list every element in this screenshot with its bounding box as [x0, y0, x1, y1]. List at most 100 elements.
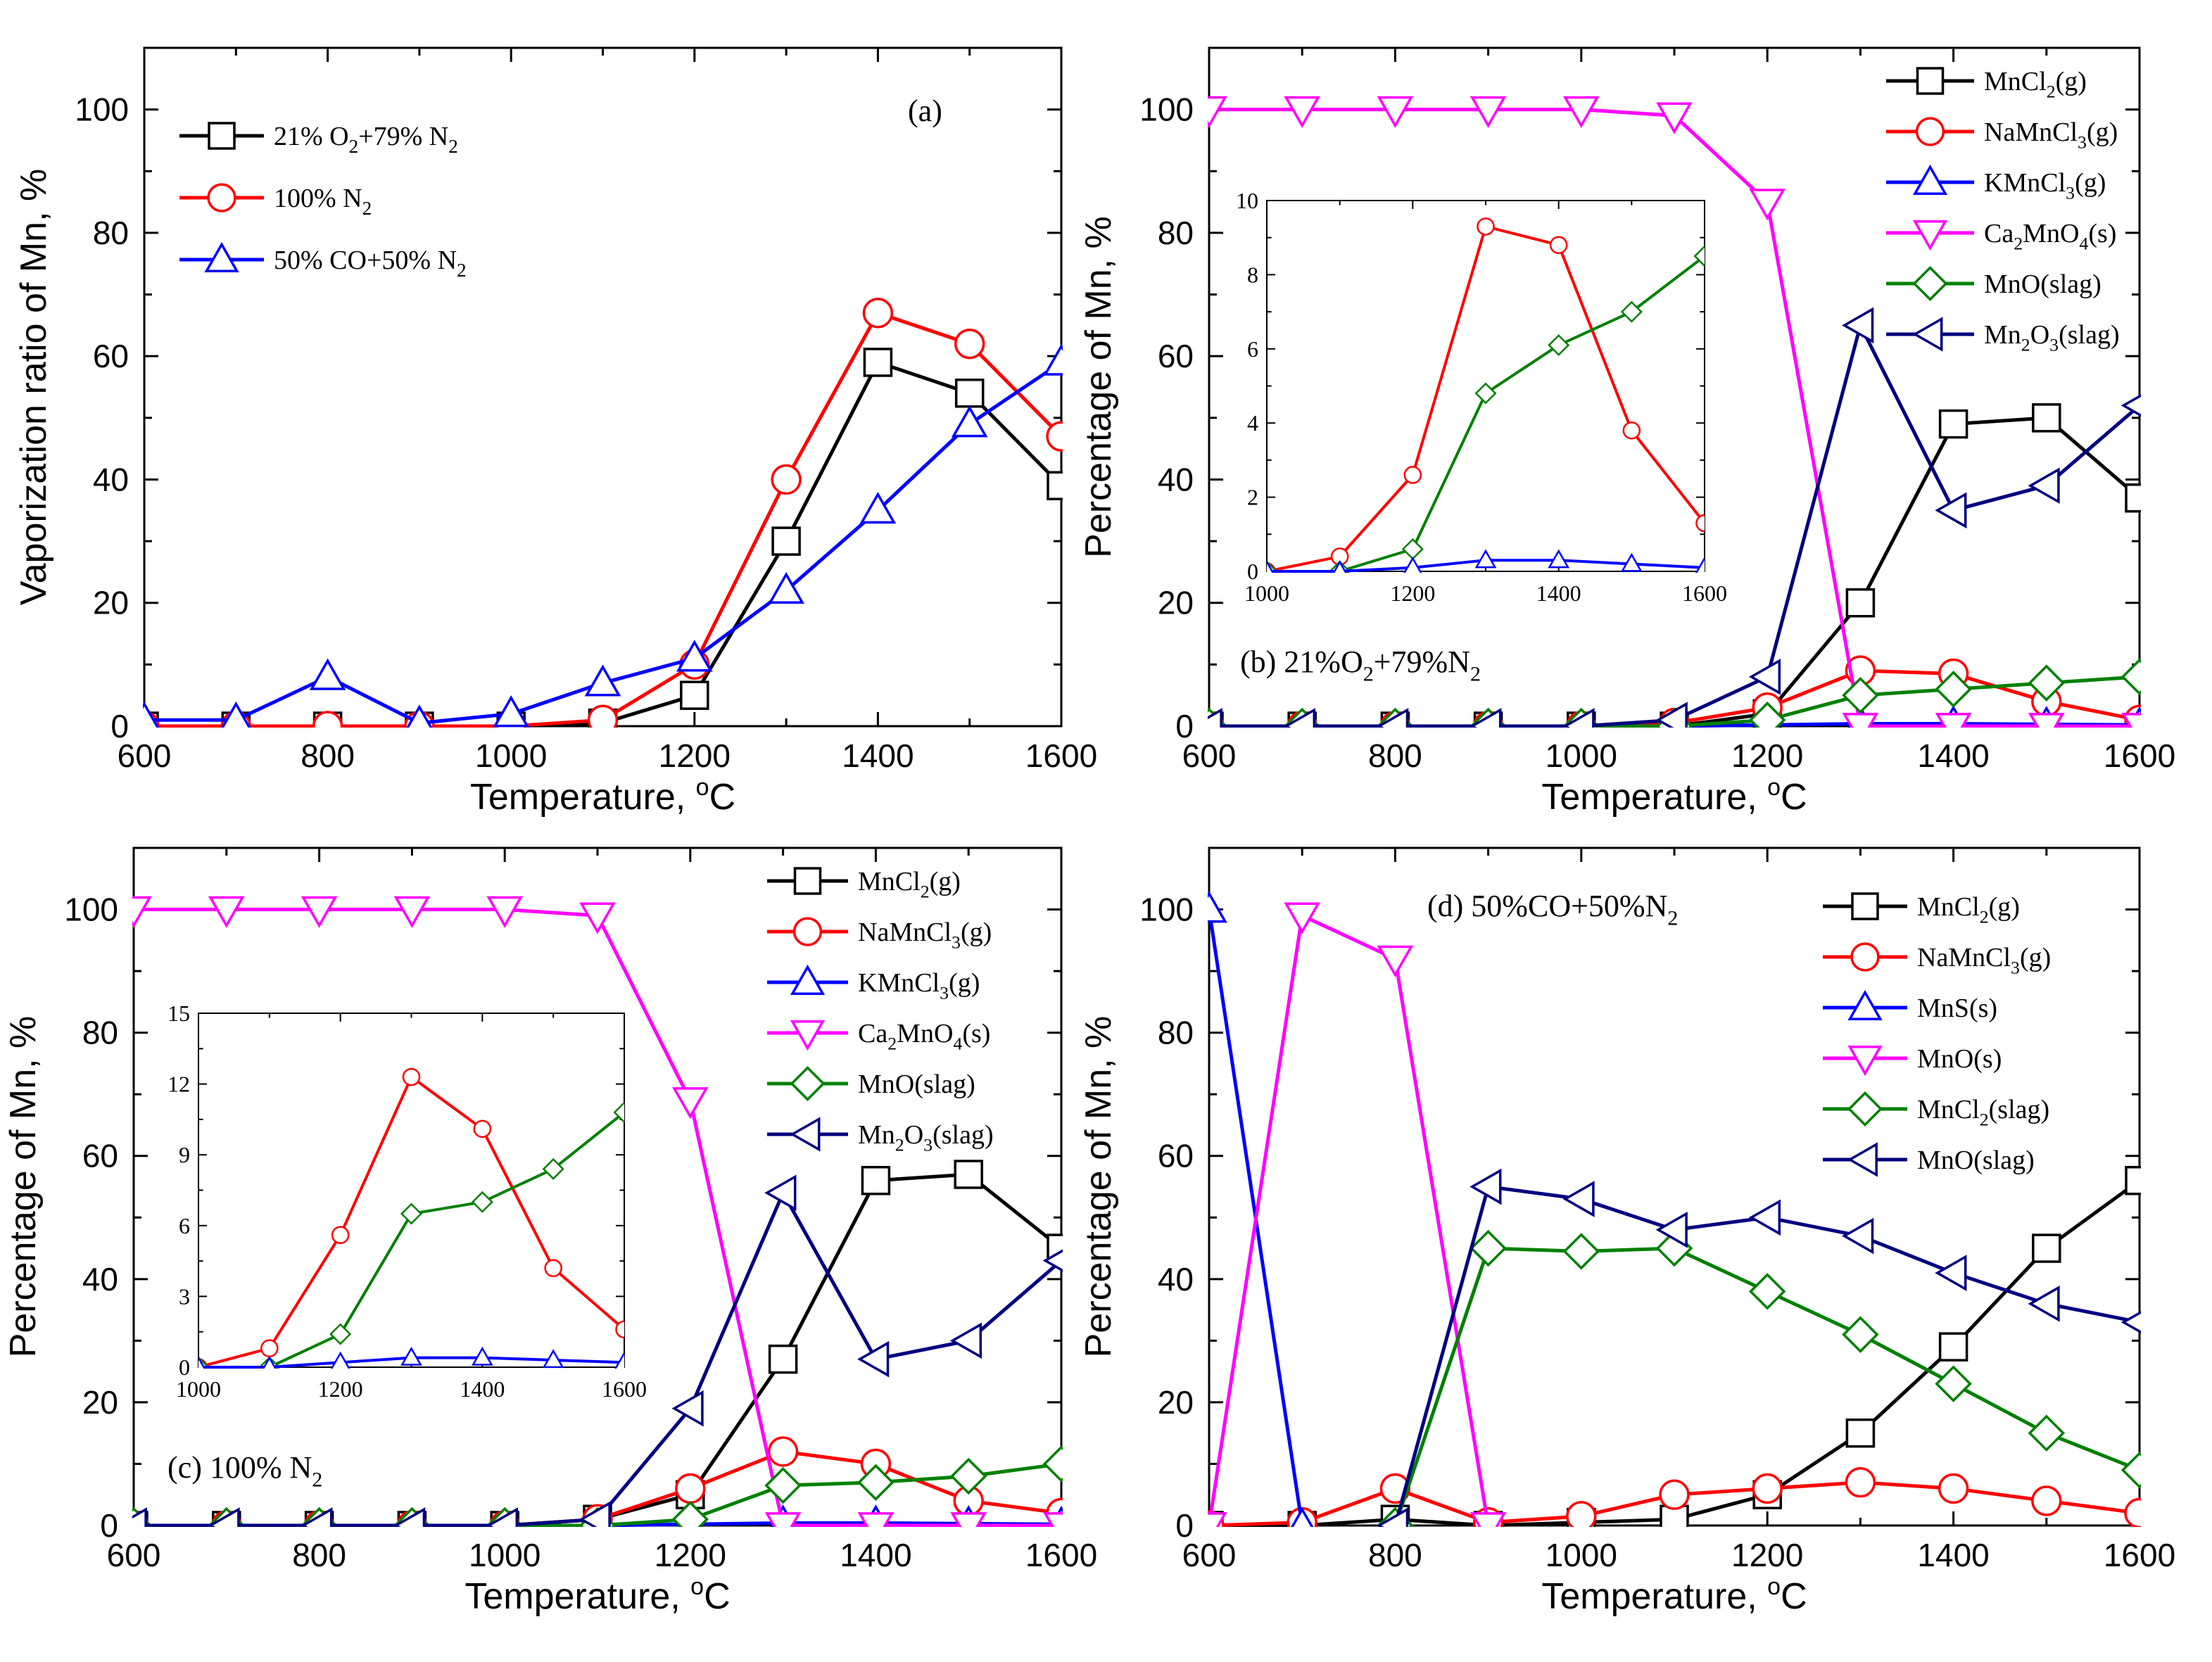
data-point — [1748, 702, 1786, 728]
data-point — [132, 1507, 147, 1527]
axis-d-xtick-label: 600 — [1182, 1537, 1237, 1573]
axis-c-xtick-label: 1200 — [655, 1537, 726, 1573]
data-point — [949, 1457, 987, 1495]
chart-panel-d: 600 800 1000 1200 1400 1600 0 20 40 60 80 100 Temper… — [1078, 846, 2175, 1617]
data-point — [2121, 394, 2141, 417]
axis-d-xtick-label: 1600 — [2104, 1537, 2175, 1573]
legend-marker — [790, 1117, 821, 1152]
data-point — [2028, 664, 2066, 702]
data-point — [486, 1507, 519, 1527]
legend-marker — [208, 122, 236, 150]
inset-axis-xtick-label: 1200 — [318, 1376, 363, 1402]
axis-a-ytick-label: 100 — [75, 91, 129, 128]
data-point — [1267, 560, 1275, 573]
legend-label: MnO(slag) — [1984, 269, 2102, 299]
data-point — [1470, 1168, 1502, 1205]
axis-a-ytick-label: 80 — [93, 215, 129, 251]
data-point — [473, 1119, 492, 1138]
data-point — [613, 1101, 624, 1124]
data-point — [393, 1507, 426, 1527]
data-point — [1842, 676, 1879, 714]
axis-c-ytick-label: 0 — [100, 1507, 118, 1544]
data-point — [1566, 1501, 1597, 1527]
x-axis-title: Temperature, oC — [464, 1573, 730, 1617]
data-point — [262, 1356, 277, 1369]
legend-item: 50% CO+50% N2 — [179, 241, 467, 281]
legend-marker — [1850, 942, 1880, 972]
data-point — [857, 1464, 895, 1501]
data-point — [1042, 1445, 1063, 1483]
data-point — [949, 1322, 982, 1359]
inset-axis-ytick-label: 10 — [1236, 188, 1258, 213]
data-point — [671, 1501, 709, 1527]
data-point — [260, 1339, 279, 1357]
y-axis-title: Percentage of Mn, % — [1078, 1016, 1119, 1358]
data-point — [771, 526, 801, 556]
series-mn2o3-slag- — [1208, 307, 2141, 728]
data-point — [1748, 1273, 1786, 1310]
data-point — [768, 571, 804, 604]
legend-marker — [1912, 220, 1948, 251]
legend-item: Mn2O3(slag) — [767, 1117, 994, 1155]
data-point — [1548, 334, 1570, 357]
data-point — [2032, 1233, 2061, 1263]
data-point — [493, 695, 530, 728]
axis-c-xtick-label: 800 — [292, 1537, 346, 1573]
data-point — [615, 1320, 624, 1339]
axis-b-xtick-label: 1600 — [2104, 737, 2175, 774]
data-point — [2124, 1497, 2141, 1527]
data-point — [312, 711, 343, 728]
legend-marker — [204, 241, 239, 272]
data-point — [1935, 1255, 1967, 1291]
data-point — [671, 1390, 704, 1427]
data-point — [1208, 96, 1227, 128]
data-point — [579, 1501, 611, 1527]
axis-c-xtick-label: 1600 — [1025, 1537, 1097, 1573]
series-kmncl3-g- — [198, 1346, 624, 1369]
axis-d-xtick-label: 1400 — [1917, 1537, 1989, 1573]
data-point — [857, 1340, 890, 1378]
data-point — [2031, 1485, 2062, 1516]
data-point — [1748, 1199, 1781, 1236]
inset-axis-ytick-label: 4 — [1247, 410, 1258, 436]
data-point — [2121, 1310, 2141, 1334]
inset-axis-xtick-label: 1200 — [1390, 581, 1435, 606]
data-point — [954, 1160, 983, 1189]
series-mno-slag- — [1377, 1168, 2141, 1527]
data-point — [1403, 466, 1422, 484]
legend-label: MnO(s) — [1917, 1044, 2002, 1074]
data-point — [400, 1346, 422, 1366]
axis-d-ytick-label: 0 — [1175, 1507, 1194, 1544]
data-point — [1660, 1504, 1689, 1527]
inset-axis-xtick-label: 1400 — [1536, 581, 1581, 606]
series-ca2mno4-s- — [1208, 96, 2141, 728]
axis-b-ytick-label: 20 — [1158, 585, 1194, 621]
inset-axis-ytick-label: 6 — [179, 1213, 190, 1238]
legend-item: KMnCl3(g) — [1886, 164, 2106, 203]
data-point — [1403, 557, 1422, 573]
data-point — [1842, 713, 1879, 728]
series-50-co-50-n2 — [143, 343, 1063, 728]
series-line — [144, 311, 1063, 728]
series-kmncl3-g- — [1267, 549, 1705, 573]
data-point — [1562, 708, 1595, 728]
y-axis-title: Vaporization ratio of Mn, % — [13, 169, 54, 605]
axis-a-xtick-label: 1600 — [1025, 737, 1097, 774]
data-point — [2028, 467, 2060, 505]
x-axis-title: Temperature, oC — [470, 774, 735, 818]
legend-item: Ca2MnO4(s) — [767, 1019, 990, 1054]
data-point — [2121, 658, 2141, 696]
data-point — [1620, 300, 1643, 323]
axis-c-ytick-label: 100 — [64, 892, 118, 928]
legend-item: MnCl2(g) — [1823, 892, 2020, 927]
data-point — [1474, 549, 1497, 569]
legend-label: MnO(slag) — [1917, 1146, 2035, 1175]
data-point — [1377, 708, 1409, 728]
data-point — [579, 902, 616, 934]
legend-marker — [1847, 1046, 1883, 1077]
data-point — [764, 1512, 802, 1527]
legend-label: MnCl2(slag) — [1917, 1095, 2049, 1130]
legend-label: MnCl2(g) — [1984, 67, 2087, 102]
data-point — [406, 704, 433, 728]
data-point — [2028, 713, 2065, 728]
